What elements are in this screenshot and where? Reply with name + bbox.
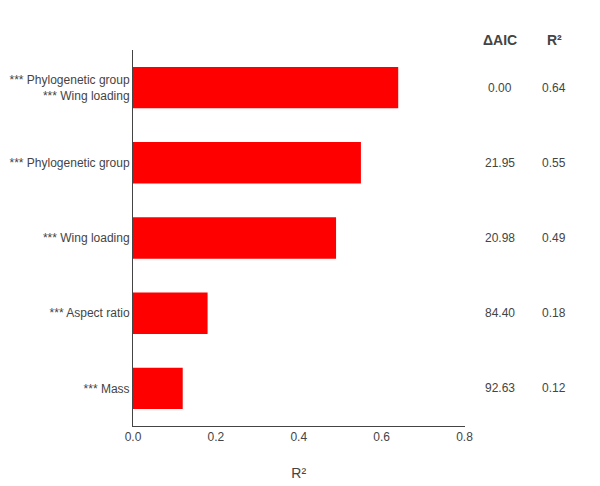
svg-text:0.18: 0.18 (542, 306, 566, 320)
svg-text:0.4: 0.4 (290, 430, 307, 444)
svg-text:*** Mass: *** Mass (84, 382, 130, 396)
svg-text:92.63: 92.63 (485, 381, 515, 395)
svg-text:0.6: 0.6 (373, 430, 390, 444)
svg-text:0.64: 0.64 (542, 81, 566, 95)
svg-text:0.8: 0.8 (456, 430, 473, 444)
svg-text:0.00: 0.00 (488, 81, 512, 95)
svg-text:ΔAIC: ΔAIC (483, 32, 517, 48)
svg-text:*** Aspect ratio: *** Aspect ratio (50, 306, 130, 320)
svg-text:0.0: 0.0 (125, 430, 142, 444)
svg-text:*** Phylogenetic group*** Wing: *** Phylogenetic group*** Wing loading (10, 73, 130, 103)
svg-text:20.98: 20.98 (485, 231, 515, 245)
svg-text:*** Phylogenetic group: *** Phylogenetic group (10, 156, 130, 170)
svg-text:0.49: 0.49 (542, 231, 566, 245)
svg-text:R²: R² (547, 32, 562, 48)
svg-text:*** Wing loading: *** Wing loading (43, 231, 130, 245)
svg-text:0.12: 0.12 (542, 381, 566, 395)
svg-text:0.55: 0.55 (542, 156, 566, 170)
svg-text:21.95: 21.95 (485, 156, 515, 170)
svg-text:R²: R² (291, 465, 306, 481)
svg-text:84.40: 84.40 (485, 306, 515, 320)
svg-text:0.2: 0.2 (208, 430, 225, 444)
